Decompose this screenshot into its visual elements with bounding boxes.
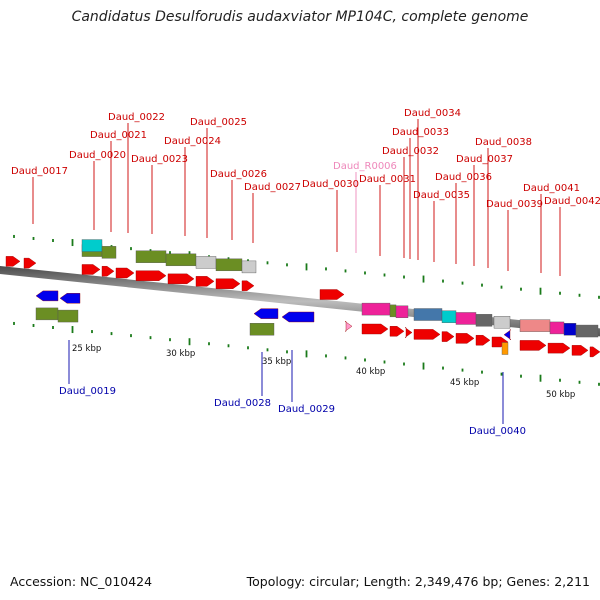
domain-box [413, 308, 443, 321]
accession-text: Accession: NC_010424 [10, 574, 152, 589]
cds-arrow [115, 267, 135, 279]
domain-box [165, 253, 197, 267]
domain-box [575, 324, 599, 338]
label-leader-lines [32, 119, 561, 424]
gene-label-forward: Daud_0042 [544, 196, 600, 207]
cds-arrow [5, 256, 21, 267]
gene-label-forward: Daud_0024 [164, 136, 221, 147]
domain-box [389, 304, 397, 318]
gene-label-forward: Daud_0021 [90, 130, 147, 141]
domain-box [101, 246, 117, 259]
reverse-cds-arrow [503, 329, 512, 340]
cds-arrow [475, 335, 491, 346]
gene-label-forward: Daud_0035 [413, 190, 470, 201]
reverse-cds-arrow [35, 290, 59, 302]
gene-label-forward: Daud_0031 [359, 174, 416, 185]
gene-label-forward: Daud_0041 [523, 183, 580, 194]
cds-arrow [389, 326, 405, 337]
cds-arrow [23, 257, 37, 269]
domain-box [361, 302, 391, 316]
cds-arrow [571, 345, 589, 356]
reverse-cds-arrow [253, 308, 279, 319]
gene-label-reverse: Daud_0028 [214, 398, 271, 409]
domain-box [195, 256, 217, 269]
gene-label-forward: Daud_0032 [382, 146, 439, 157]
kbp-label: 45 kbp [450, 378, 479, 388]
gene-label-reverse: Daud_0019 [59, 386, 116, 397]
cds-arrow [195, 276, 215, 287]
domain-box [215, 258, 243, 272]
reverse-cds-arrow [59, 293, 81, 304]
domain-box [57, 309, 79, 323]
domain-box [563, 323, 577, 336]
gene-label-forward: Daud_0038 [475, 137, 532, 148]
gene-label-forward: Daud_0023 [131, 154, 188, 165]
gene-label-forward: Daud_0037 [456, 154, 513, 165]
cds-arrow [413, 329, 441, 340]
domain-box [441, 310, 457, 323]
gene-label-forward: Daud_0033 [392, 127, 449, 138]
gene-label-forward: Daud_0039 [486, 199, 543, 210]
rna-arrow [344, 321, 353, 332]
cds-arrow [404, 327, 413, 338]
gc-tick-track [13, 234, 600, 386]
accession-label: Accession: [10, 574, 77, 589]
genome-summary-text: Topology: circular; Length: 2,349,476 bp… [246, 574, 590, 589]
gene-label-forward: Daud_0030 [302, 179, 359, 190]
cds-arrow [519, 340, 547, 351]
kbp-label: 40 kbp [356, 367, 385, 377]
cds-arrow [361, 323, 389, 335]
domain-box [249, 323, 275, 336]
gene-label-forward: Daud_R0006 [333, 161, 397, 172]
gene-label-forward: Daud_0027 [244, 182, 301, 193]
domain-box [493, 316, 511, 329]
kbp-label: 30 kbp [166, 349, 195, 359]
gene-label-forward: Daud_0036 [435, 172, 492, 183]
kbp-label: 35 kbp [262, 357, 291, 367]
domain-box [395, 305, 409, 319]
domain-box [81, 239, 103, 252]
cds-arrow [167, 273, 195, 285]
reverse-cds-arrow [281, 311, 315, 323]
gene-label-reverse: Daud_0040 [469, 426, 526, 437]
cds-arrow [455, 333, 475, 344]
gene-label-forward: Daud_0017 [11, 166, 68, 177]
domain-box [35, 307, 59, 321]
gene-features [5, 239, 600, 358]
cds-arrow [441, 331, 455, 342]
cds-arrow [547, 342, 571, 354]
domain-box [455, 312, 477, 325]
gene-label-forward: Daud_0034 [404, 108, 461, 119]
domain-box [549, 321, 565, 335]
kbp-scale-labels: 25 kbp 30 kbp 35 kbp 40 kbp 45 kbp 50 kbp [72, 344, 575, 400]
gene-label-forward: Daud_0022 [108, 112, 165, 123]
kbp-label: 50 kbp [546, 390, 575, 400]
cds-arrow [81, 264, 101, 275]
cds-arrow [215, 278, 241, 289]
cds-arrow [241, 280, 255, 291]
gene-label-forward: Daud_0026 [210, 169, 267, 180]
gene-label-forward: Daud_0025 [190, 117, 247, 128]
cds-arrow [135, 270, 167, 281]
figure-title: Candidatus Desulforudis audaxviator MP10… [71, 9, 529, 25]
accession-value: NC_010424 [80, 574, 153, 589]
domain-box [501, 342, 509, 355]
domain-box [475, 314, 493, 327]
gene-label-forward: Daud_0020 [69, 150, 126, 161]
domain-box [519, 319, 551, 332]
cds-arrow [101, 266, 115, 277]
kbp-label: 25 kbp [72, 344, 101, 354]
cds-arrow [589, 346, 600, 358]
cds-arrow [319, 289, 345, 300]
domain-box [241, 260, 257, 274]
gene-label-reverse: Daud_0029 [278, 404, 335, 415]
domain-box [135, 250, 167, 263]
